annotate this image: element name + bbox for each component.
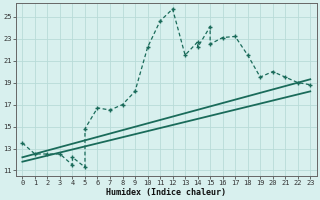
X-axis label: Humidex (Indice chaleur): Humidex (Indice chaleur) <box>106 188 226 197</box>
